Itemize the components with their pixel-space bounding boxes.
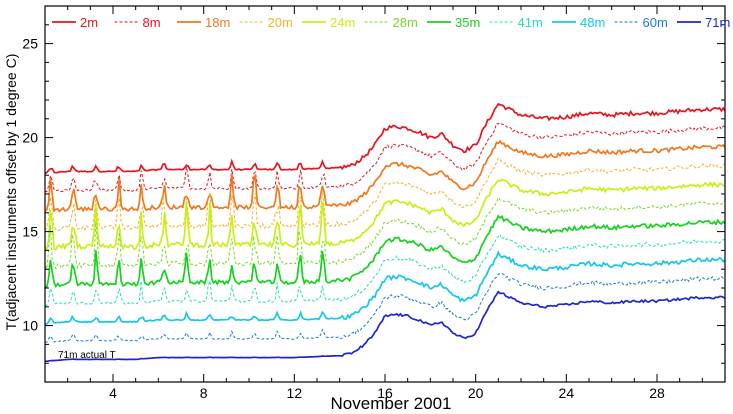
legend-item-41m: 41m [489,15,543,30]
series-line-41m [45,233,726,306]
series-lines [44,102,726,363]
x-tick-label: 28 [649,385,665,401]
y-tick-label: 15 [22,224,38,240]
series-line-35m [44,214,726,289]
annotation-71m-actual: 71m actual T [58,350,116,361]
x-tick-label: 16 [377,385,393,401]
legend-item-28m: 28m [364,15,418,30]
x-axis-ticks: 4 8 12 16 20 24 28 [44,6,726,401]
legend-label: 48m [580,15,605,30]
legend-label: 28m [393,15,418,30]
legend-label: 20m [268,15,293,30]
legend-label: 2m [80,15,98,30]
legend-label: 41m [518,15,543,30]
series-line-24m [44,178,726,252]
series-line-28m [44,196,726,271]
x-axis-label: November 2001 [331,394,452,413]
legend-label: 8m [143,15,161,30]
legend-item-48m: 48m [552,15,605,30]
x-tick-label: 12 [287,385,303,401]
series-line-48m [44,250,726,325]
legend-item-24m: 24m [302,15,355,30]
legend-item-18m: 18m [177,15,230,30]
legend-label: 18m [205,15,230,30]
y-tick-label: 25 [22,36,38,52]
series-line-2m [44,102,726,175]
legend-item-20m: 20m [239,15,293,30]
legend-item-71m: 71m [677,15,730,30]
y-tick-label: 10 [22,318,38,334]
legend-label: 35m [455,15,480,30]
legend-item-2m: 2m [52,15,98,30]
legend-item-35m: 35m [427,15,480,30]
legend-item-8m: 8m [114,15,161,30]
legend-label: 71m [705,15,730,30]
series-line-8m [44,122,726,193]
legend-label: 60m [643,15,668,30]
series-line-18m [44,139,726,213]
legend-item-60m: 60m [614,15,668,30]
x-tick-label: 4 [109,385,117,401]
y-axis-label: T(adjacent instruments offset by 1 degre… [3,54,19,331]
plot-frame [44,5,726,383]
y-tick-label: 20 [22,130,38,146]
y-axis-ticks: 10 15 20 25 [22,5,725,383]
series-line-71m [44,290,726,363]
legend-label: 24m [330,15,355,30]
x-tick-label: 20 [468,385,484,401]
axes-frame [44,5,726,383]
series-line-20m [44,157,726,232]
x-tick-label: 24 [559,385,575,401]
legend: 2m 8m 18m 20m 24m 28m 35m 41m 48m 60m 71m [52,15,730,30]
x-tick-label: 8 [200,385,208,401]
series-line-60m [44,272,726,343]
